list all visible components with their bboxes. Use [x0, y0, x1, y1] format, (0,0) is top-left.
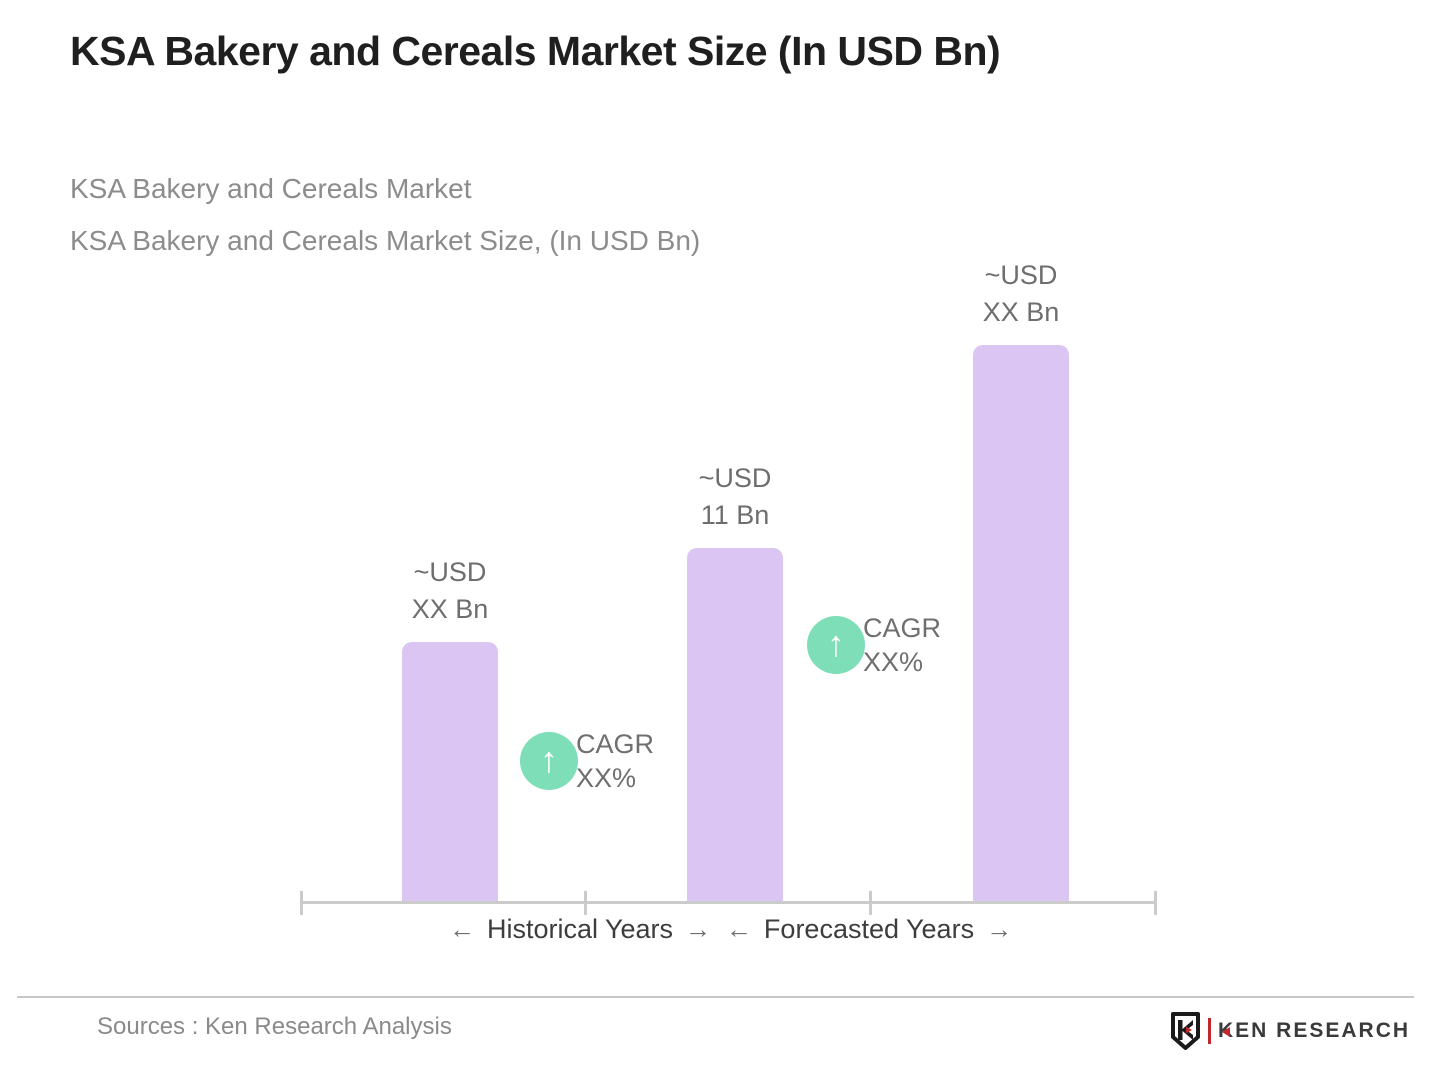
bar-forecast [973, 345, 1069, 903]
subtitle-line-1: KSA Bakery and Cereals Market [70, 173, 472, 204]
segment-label: Historical Years [486, 914, 674, 944]
x-axis-tick [300, 891, 303, 915]
logo-shield-icon [1171, 1012, 1200, 1050]
growth-up-arrow-icon: ↑ [520, 732, 578, 790]
page-title: KSA Bakery and Cereals Market Size (In U… [70, 28, 1001, 74]
ken-research-logo: KEN RESEARCH [1170, 1010, 1410, 1052]
x-axis-segment-forecasted: ← Forecasted Years → [726, 914, 1012, 945]
left-arrow-icon: ← [448, 914, 475, 944]
x-axis-tick [869, 891, 872, 915]
growth-up-arrow-icon: ↑ [807, 616, 865, 674]
cagr-label: CAGR XX% [863, 613, 942, 677]
subtitle-line-2: KSA Bakery and Cereals Market Size, (In … [70, 225, 701, 256]
bar-group-current: ~USD 11 Bn [687, 460, 783, 903]
source-attribution: Sources : Ken Research Analysis [97, 1013, 452, 1040]
bar-group-forecast: ~USD XX Bn [973, 257, 1069, 903]
logo-wordmark: KEN RESEARCH [1218, 1019, 1411, 1042]
x-axis-segment-historical: ← Historical Years → [449, 914, 711, 945]
bar-value-label: ~USD XX Bn [982, 260, 1060, 327]
logo-separator [1208, 1018, 1211, 1044]
bar-value-label: ~USD 11 Bn [698, 463, 772, 530]
x-axis-tick [1154, 891, 1157, 915]
cagr-label: CAGR XX% [576, 729, 655, 793]
logo-red-triangle-icon [1222, 1027, 1231, 1037]
right-arrow-icon: → [685, 914, 712, 944]
bar-historical [402, 642, 498, 903]
segment-label: Forecasted Years [763, 914, 975, 944]
right-arrow-icon: → [986, 914, 1013, 944]
chart-subtitle: KSA Bakery and Cereals Market KSA Bakery… [70, 163, 700, 267]
bar-current [687, 548, 783, 903]
x-axis-tick [584, 891, 587, 915]
cagr-marker-1: ↑ CAGR XX% [520, 727, 654, 795]
footer-divider [17, 996, 1414, 998]
x-axis-line [300, 901, 1157, 904]
cagr-marker-2: ↑ CAGR XX% [807, 611, 941, 679]
bar-value-label: ~USD XX Bn [411, 557, 489, 624]
left-arrow-icon: ← [725, 914, 752, 944]
bar-group-historical: ~USD XX Bn [402, 554, 498, 903]
